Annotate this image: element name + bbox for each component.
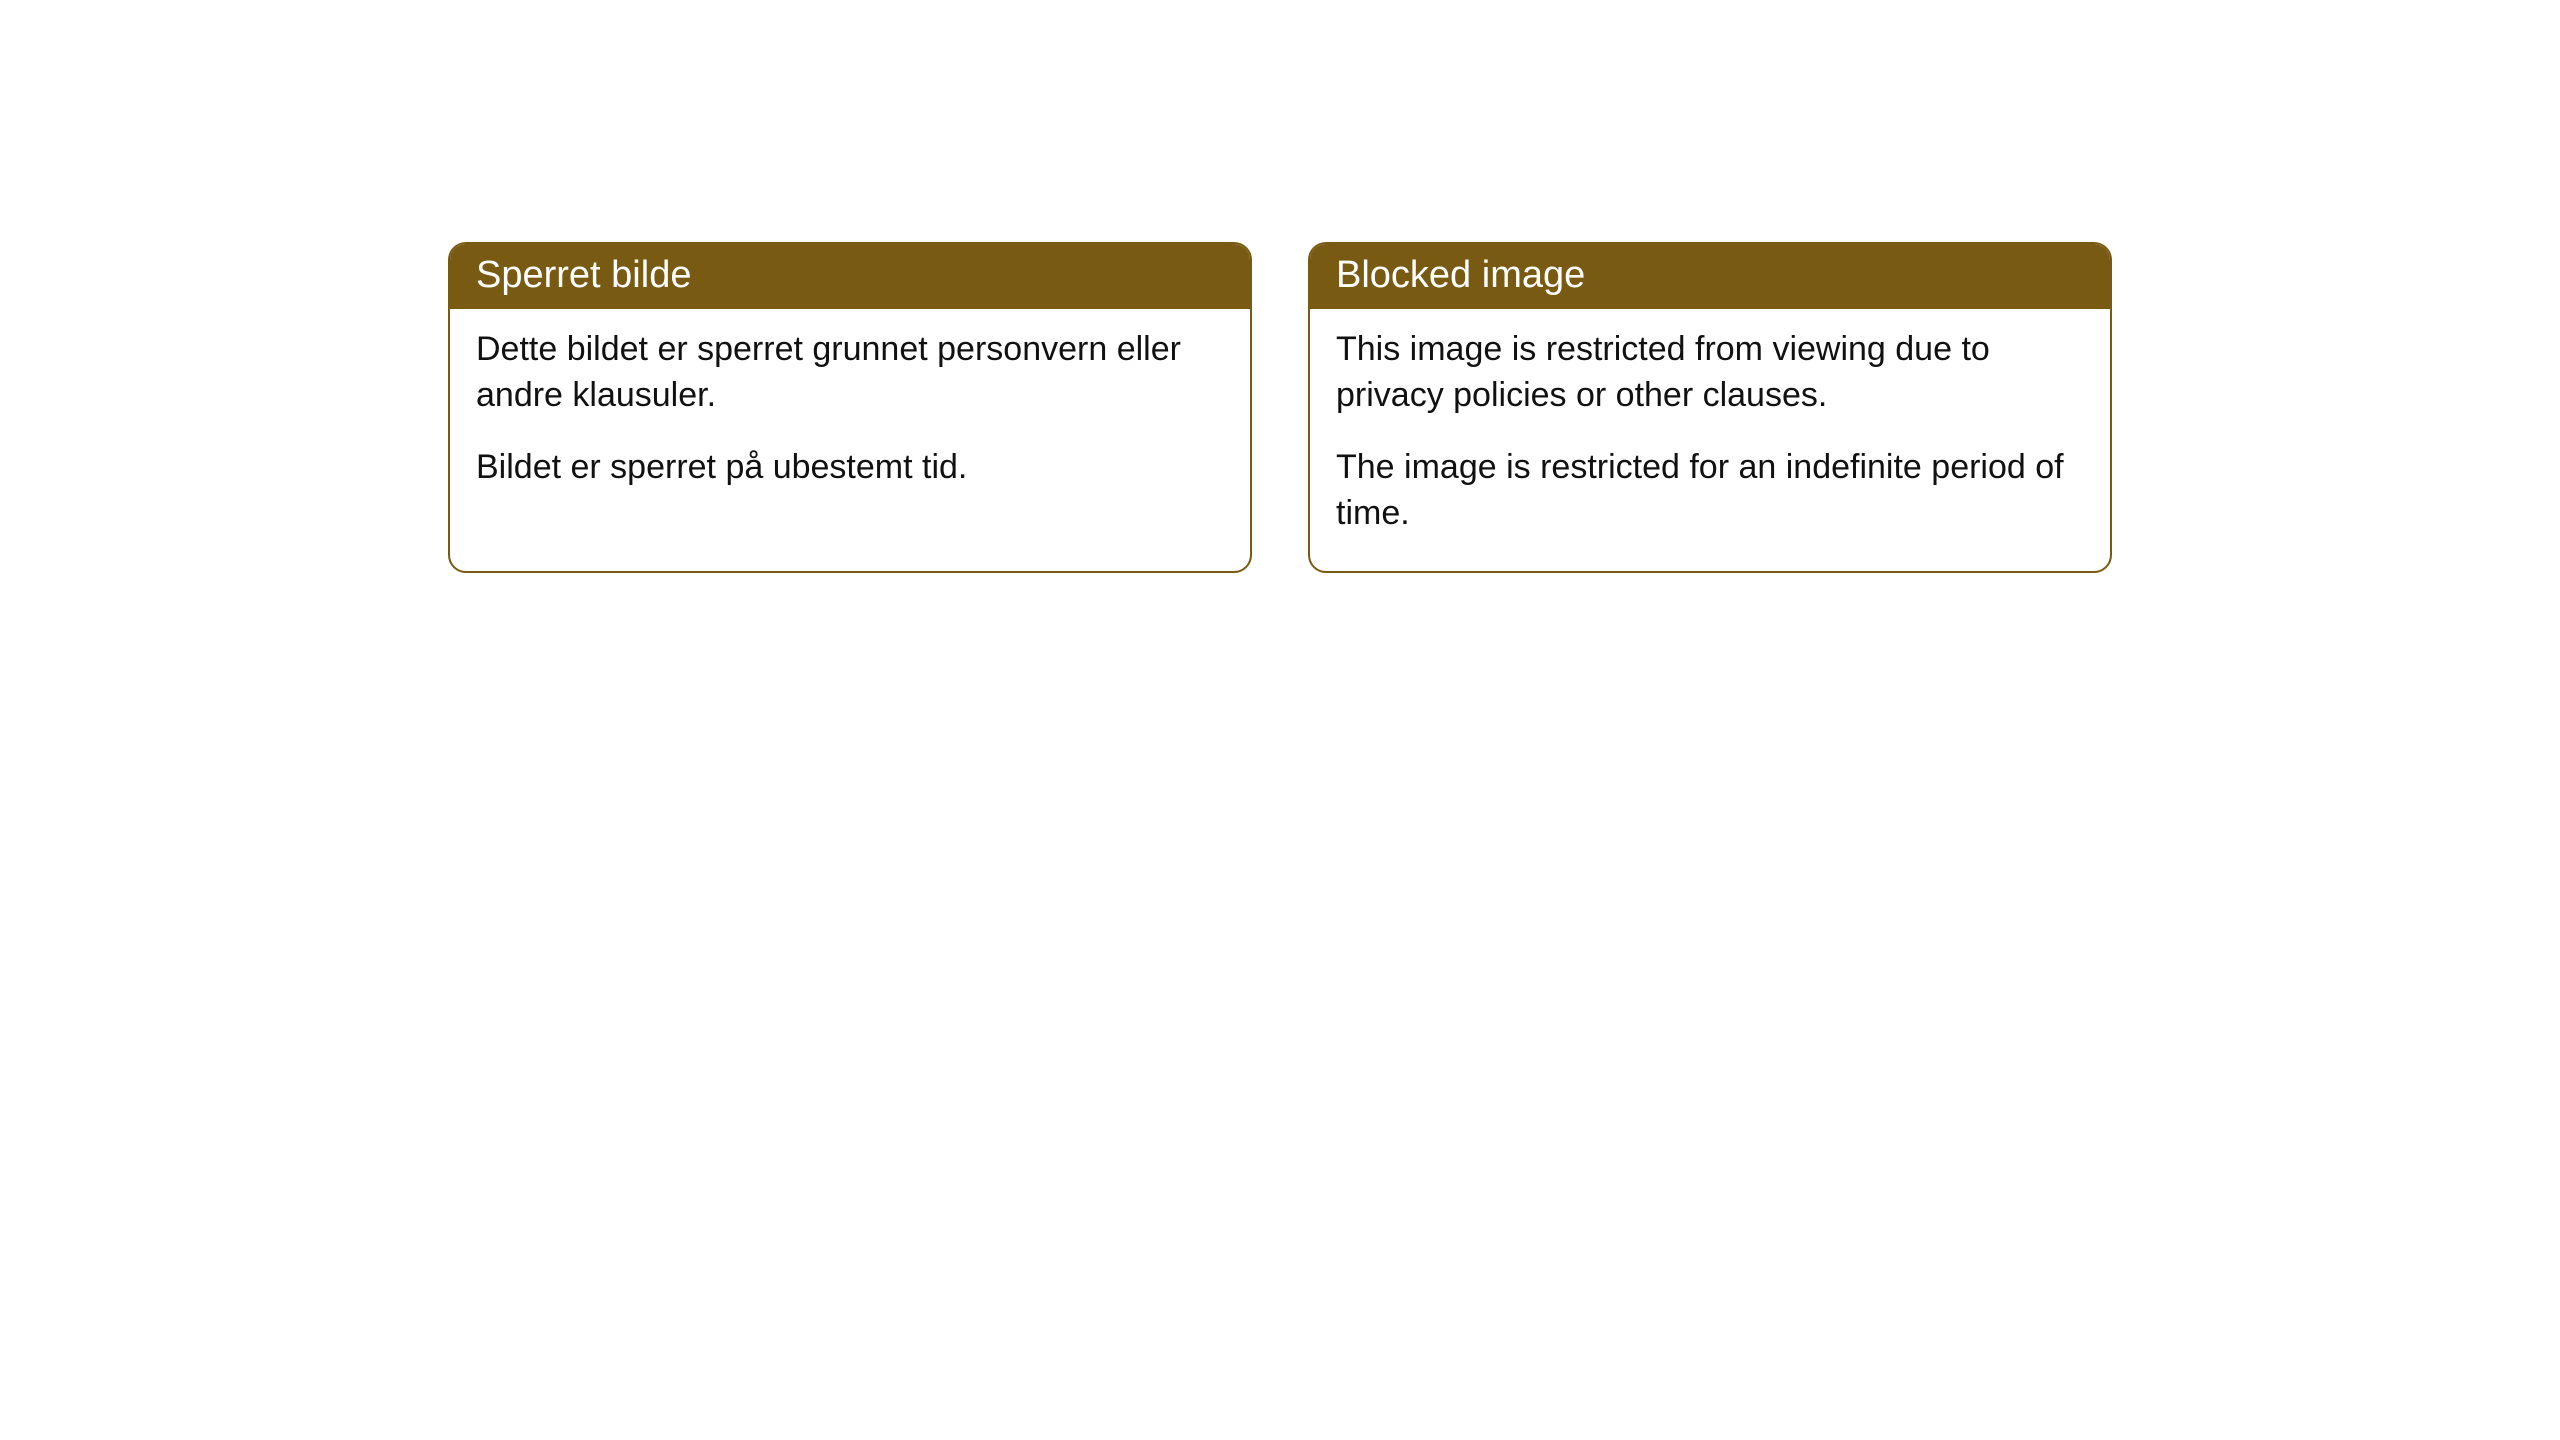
notice-text-line: This image is restricted from viewing du… <box>1336 327 2084 419</box>
notice-box-english: Blocked image This image is restricted f… <box>1308 242 2112 573</box>
notice-text-line: Dette bildet er sperret grunnet personve… <box>476 327 1224 419</box>
notice-header-english: Blocked image <box>1310 244 2110 309</box>
notice-body-english: This image is restricted from viewing du… <box>1310 309 2110 571</box>
notice-box-norwegian: Sperret bilde Dette bildet er sperret gr… <box>448 242 1252 573</box>
notice-header-norwegian: Sperret bilde <box>450 244 1250 309</box>
notice-text-line: The image is restricted for an indefinit… <box>1336 445 2084 537</box>
notice-body-norwegian: Dette bildet er sperret grunnet personve… <box>450 309 1250 525</box>
notice-container: Sperret bilde Dette bildet er sperret gr… <box>448 242 2112 573</box>
notice-text-line: Bildet er sperret på ubestemt tid. <box>476 445 1224 491</box>
